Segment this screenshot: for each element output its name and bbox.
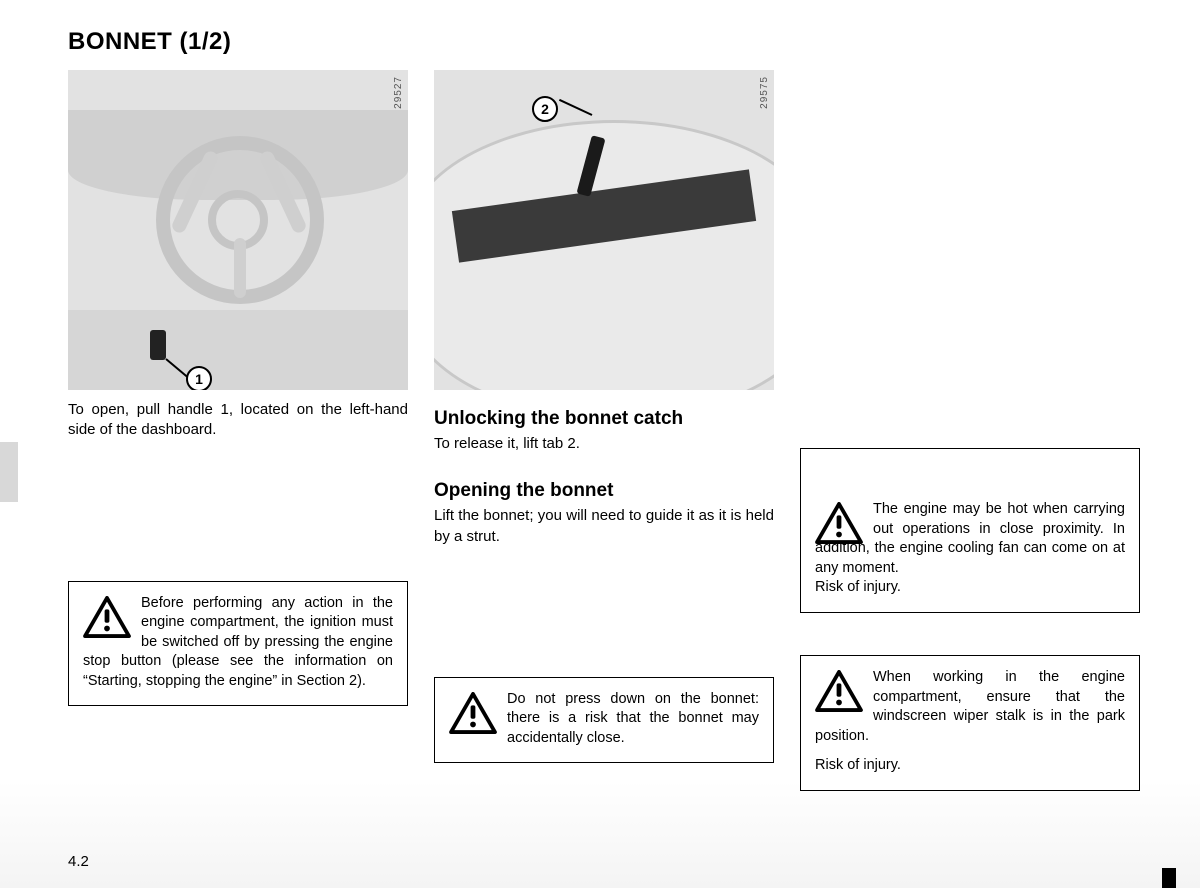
figure-ref-2: 29575 — [759, 76, 770, 109]
warning-box-4: When working in the engine compartment, … — [800, 655, 1140, 791]
callout-1-label: 1 — [195, 371, 203, 387]
warning-4-text-b: Risk of injury. — [815, 756, 1125, 776]
column-1: 29527 1 To open, pull handle 1, located … — [68, 70, 408, 791]
warning-icon — [449, 692, 497, 734]
warning-box-3: The engine may be hot when carrying out … — [800, 448, 1140, 613]
warning-2-text: Do not press down on the bonnet: there i… — [507, 691, 759, 746]
subhead-open: Opening the bonnet — [434, 480, 774, 502]
warning-box-1: Before performing any action in the engi… — [68, 581, 408, 707]
page-title: BONNET (1/2) — [68, 28, 1150, 56]
text-open: Lift the bonnet; you will need to guide … — [434, 506, 774, 547]
warning-icon — [815, 483, 863, 525]
column-2: 29575 2 Unlocking the bonnet catch To re… — [434, 70, 774, 791]
subhead-unlock: Unlocking the bonnet catch — [434, 408, 774, 430]
text-unlock: To release it, lift tab 2. — [434, 434, 774, 454]
warning-box-2: Do not press down on the bonnet: there i… — [434, 677, 774, 764]
side-tab — [0, 442, 18, 502]
callout-1: 1 — [186, 366, 212, 390]
manual-page: BONNET (1/2) 29527 1 — [0, 0, 1200, 888]
callout-2: 2 — [532, 96, 558, 122]
callout-2-label: 2 — [541, 101, 549, 117]
warning-icon — [83, 596, 131, 638]
figure-bonnet: 29575 2 — [434, 70, 774, 390]
page-number: 4.2 — [68, 853, 89, 870]
content-columns: 29527 1 To open, pull handle 1, located … — [68, 70, 1150, 791]
corner-mark — [1162, 868, 1176, 888]
warning-icon — [815, 670, 863, 712]
figure1-caption: To open, pull handle 1, located on the l… — [68, 400, 408, 441]
figure-ref-1: 29527 — [393, 76, 404, 109]
figure-dashboard: 29527 1 — [68, 70, 408, 390]
column-3: The engine may be hot when carrying out … — [800, 70, 1140, 791]
